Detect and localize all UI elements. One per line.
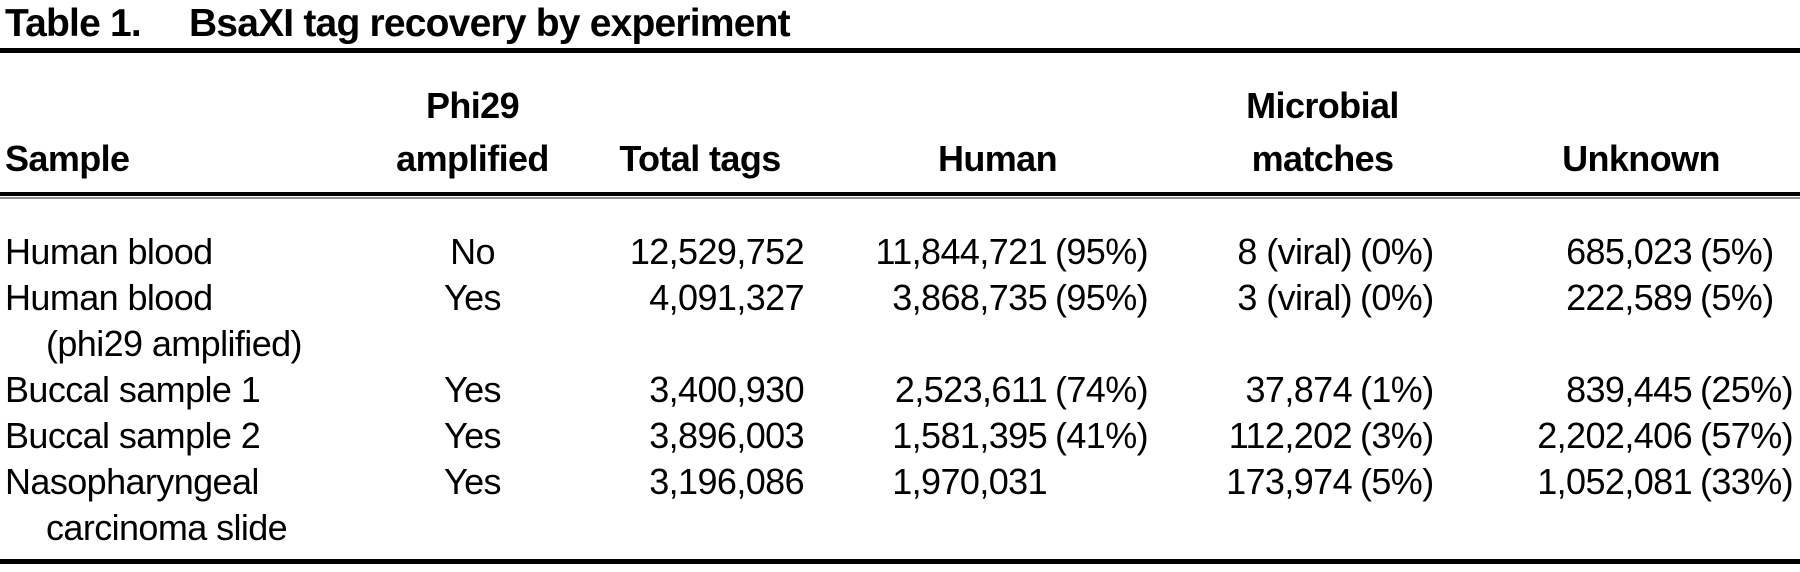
human-cell: 1,970,031 xyxy=(810,459,1185,551)
value-number: 3 (viral) xyxy=(1237,277,1352,318)
sample-name-line: Human blood xyxy=(5,277,213,318)
total-tags-cell: 3,400,930 xyxy=(649,369,804,410)
value-percent: (33%) xyxy=(1700,461,1794,502)
sample-name-line: carcinoma slide xyxy=(46,507,288,548)
human-cell: 3,868,735 (95%) xyxy=(810,275,1185,367)
value-percent: (5%) xyxy=(1360,461,1434,502)
value-percent: (25%) xyxy=(1700,369,1794,410)
value-number: 2,202,406 xyxy=(1537,415,1692,456)
header-rule-shadow xyxy=(0,197,1800,199)
table-row: Nasopharyngeal carcinoma slide Yes 3,196,08… xyxy=(0,459,1800,551)
value-number: 37,874 xyxy=(1245,369,1352,410)
column-header-label: Unknown xyxy=(1562,138,1720,179)
value-percent: (74%) xyxy=(1055,369,1149,410)
microbial-cell: 173,974 (5%) xyxy=(1185,459,1460,551)
sample-cell: Nasopharyngeal carcinoma slide xyxy=(0,459,355,551)
microbial-cell: 37,874 (1%) xyxy=(1185,367,1460,413)
unknown-cell: 2,202,406 (57%) xyxy=(1460,413,1800,459)
total-tags-cell: 3,196,086 xyxy=(649,461,804,502)
value-number: 11,844,721 xyxy=(875,231,1047,272)
value-percent: (1%) xyxy=(1360,369,1434,410)
value-percent: (57%) xyxy=(1700,415,1794,456)
unknown-cell: 222,589 (5%) xyxy=(1460,275,1800,367)
phi29-amplified-cell: No xyxy=(450,231,495,272)
table-row: Buccal sample 2 Yes 3,896,003 1,581,395 (41%… xyxy=(0,413,1800,459)
table-title: Table 1. BsaXI tag recovery by experiment xyxy=(0,0,1800,48)
unknown-cell: 839,445 (25%) xyxy=(1460,367,1800,413)
column-header-human: Human xyxy=(810,132,1185,192)
column-header-line: amplified xyxy=(396,138,549,179)
value-number: 112,202 xyxy=(1228,415,1353,456)
table-row: Human blood (phi29 amplified) Yes 4,091,327… xyxy=(0,275,1800,367)
sample-name-line: Human blood xyxy=(5,231,213,272)
value-percent xyxy=(1047,459,1185,551)
phi29-amplified-cell: Yes xyxy=(444,415,502,456)
value-percent: (41%) xyxy=(1055,415,1149,456)
sample-name-line: Nasopharyngeal xyxy=(5,461,259,502)
value-percent: (95%) xyxy=(1055,277,1149,318)
value-percent: (3%) xyxy=(1360,415,1434,456)
unknown-cell: 685,023 (5%) xyxy=(1460,229,1800,275)
value-number: 1,052,081 xyxy=(1537,461,1692,502)
value-number: 685,023 xyxy=(1566,231,1693,272)
table-body: Human blood No 12,529,752 11,844,721 (95%) 8 … xyxy=(0,199,1800,551)
sample-cell: Buccal sample 1 xyxy=(0,367,355,413)
sample-cell: Human blood xyxy=(0,229,355,275)
column-header-line: matches xyxy=(1251,138,1394,179)
value-percent: (5%) xyxy=(1700,231,1774,272)
sample-name-line: Buccal sample 2 xyxy=(5,415,261,456)
table-row: Buccal sample 1 Yes 3,400,930 2,523,611 (74%… xyxy=(0,367,1800,413)
value-number: 3,868,735 xyxy=(892,277,1047,318)
value-number: 8 (viral) xyxy=(1237,231,1352,272)
top-rule xyxy=(0,48,1800,53)
column-header-label: Sample xyxy=(5,138,130,179)
value-number: 173,974 xyxy=(1226,461,1353,502)
microbial-cell: 8 (viral) (0%) xyxy=(1185,229,1460,275)
header-rule xyxy=(0,192,1800,196)
total-tags-cell: 4,091,327 xyxy=(649,277,804,318)
column-header-line: Microbial xyxy=(1246,85,1399,126)
sample-name-line: Buccal sample 1 xyxy=(5,369,261,410)
column-header-unknown: Unknown xyxy=(1460,132,1800,192)
value-number: 2,523,611 xyxy=(894,369,1048,410)
value-number: 839,445 xyxy=(1566,369,1693,410)
value-percent: (95%) xyxy=(1055,231,1149,272)
column-header-phi29-amplified: Phi29 amplified xyxy=(355,79,590,192)
microbial-cell: 112,202 (3%) xyxy=(1185,413,1460,459)
value-percent: (0%) xyxy=(1360,231,1434,272)
sample-name-line: (phi29 amplified) xyxy=(46,323,303,364)
table-number: Table 1. xyxy=(5,2,142,45)
phi29-amplified-cell: Yes xyxy=(444,277,502,318)
phi29-amplified-cell: Yes xyxy=(444,461,502,502)
value-number: 1,581,395 xyxy=(892,415,1047,456)
total-tags-cell: 12,529,752 xyxy=(629,231,805,272)
column-header-total-tags: Total tags xyxy=(590,132,810,192)
microbial-cell: 3 (viral) (0%) xyxy=(1185,275,1460,367)
table-header-row: Sample Phi29 amplified Total tags Human … xyxy=(0,53,1800,192)
table-row: Human blood No 12,529,752 11,844,721 (95%) 8 … xyxy=(0,229,1800,275)
bottom-rule xyxy=(0,559,1800,564)
unknown-cell: 1,052,081 (33%) xyxy=(1460,459,1800,551)
value-percent: (0%) xyxy=(1360,277,1434,318)
table-caption: BsaXI tag recovery by experiment xyxy=(188,2,791,45)
column-header-microbial-matches: Microbial matches xyxy=(1185,79,1460,192)
human-cell: 2,523,611 (74%) xyxy=(810,367,1185,413)
sample-cell: Human blood (phi29 amplified) xyxy=(0,275,355,367)
column-header-line: Phi29 xyxy=(425,85,520,126)
value-number: 222,589 xyxy=(1566,277,1693,318)
total-tags-cell: 3,896,003 xyxy=(649,415,804,456)
value-percent: (5%) xyxy=(1700,277,1774,318)
column-header-label: Human xyxy=(937,138,1058,179)
sample-cell: Buccal sample 2 xyxy=(0,413,355,459)
human-cell: 11,844,721 (95%) xyxy=(810,229,1185,275)
phi29-amplified-cell: Yes xyxy=(444,369,502,410)
human-cell: 1,581,395 (41%) xyxy=(810,413,1185,459)
value-number: 1,970,031 xyxy=(892,461,1047,502)
column-header-sample: Sample xyxy=(0,132,355,192)
column-header-label: Total tags xyxy=(619,138,781,179)
